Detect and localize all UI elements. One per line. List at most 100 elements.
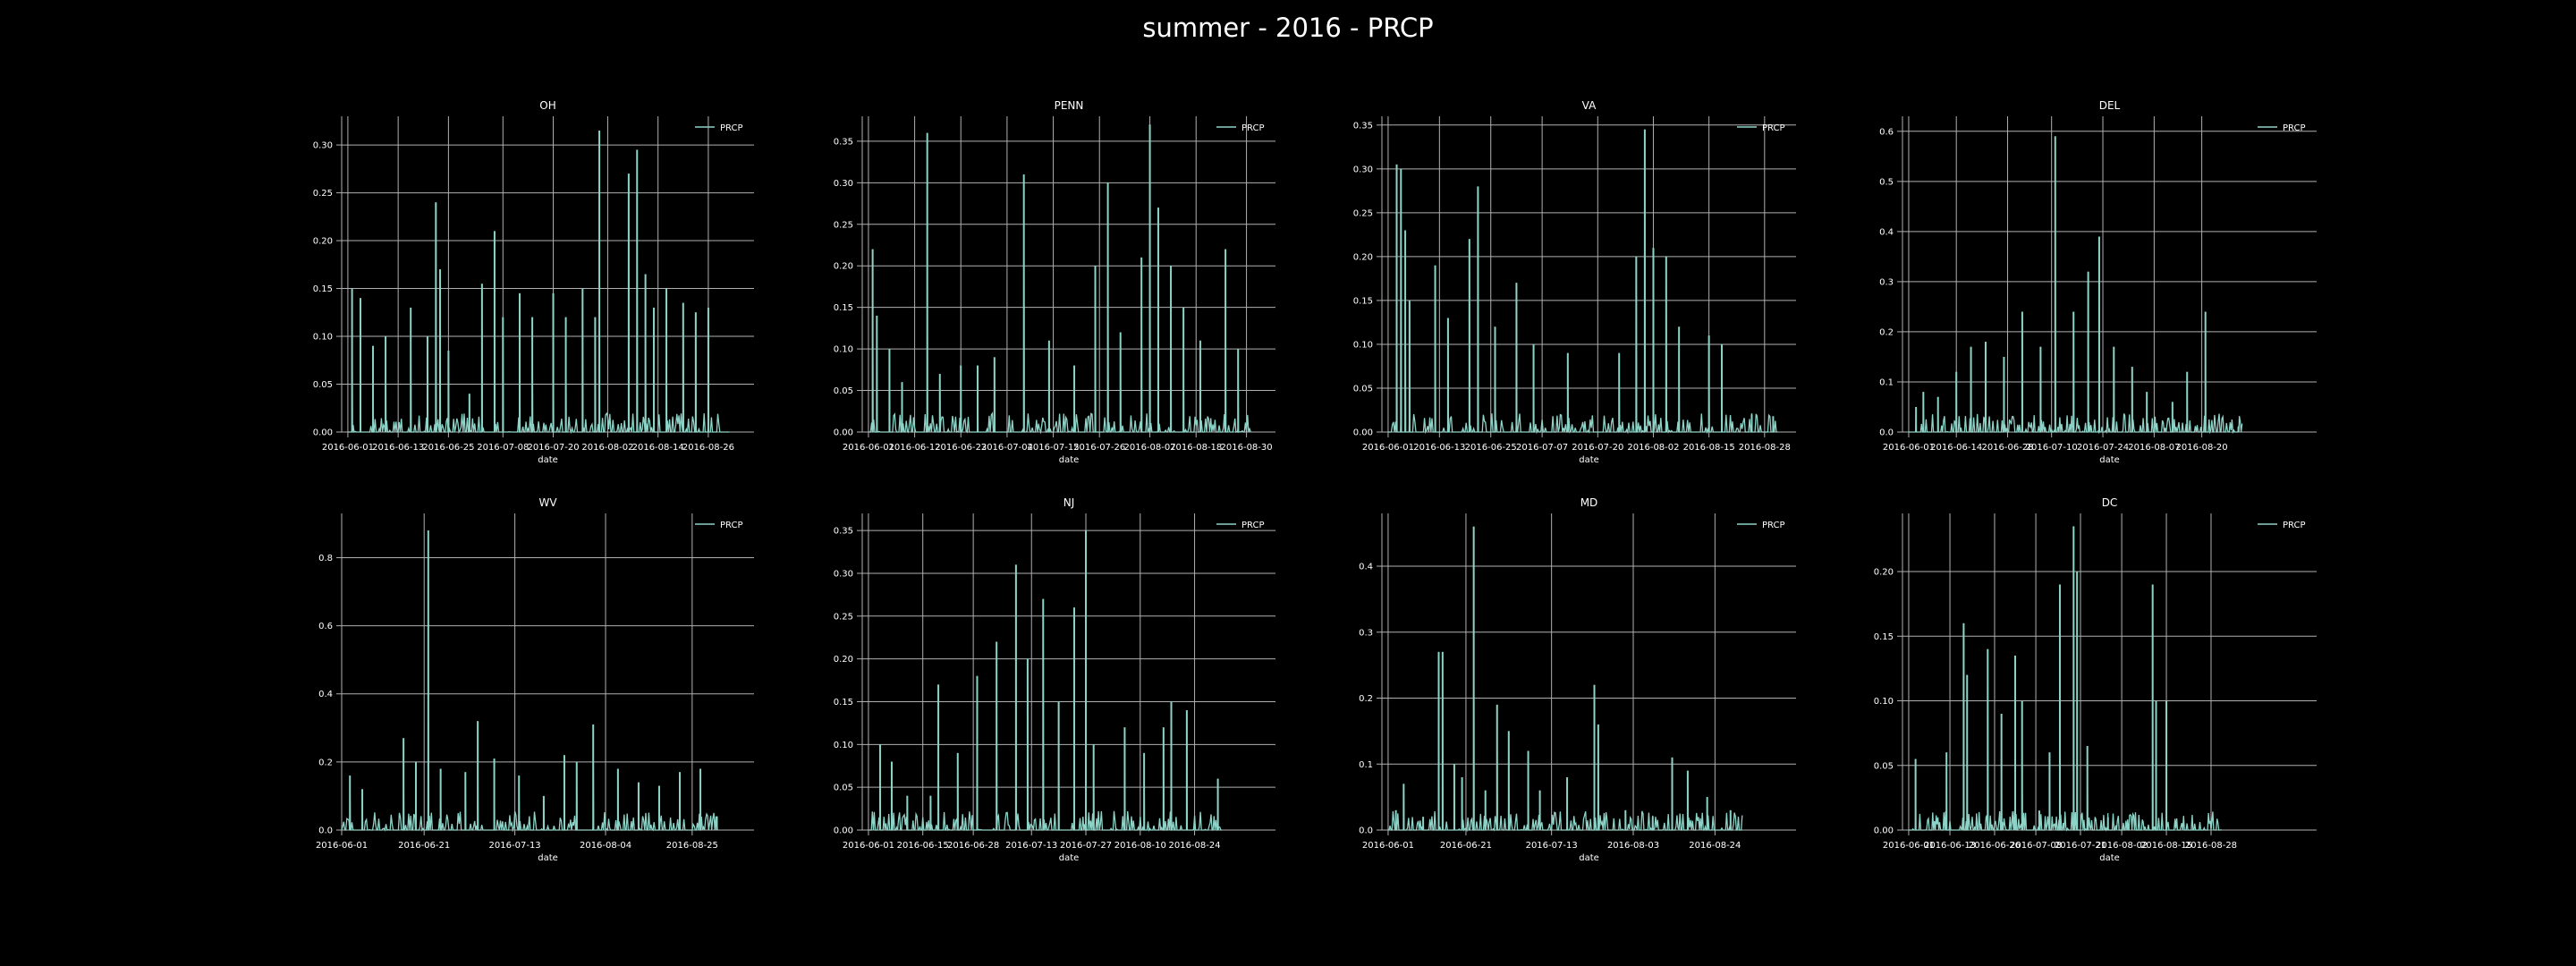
y-tick-label: 0.2: [1359, 694, 1373, 704]
x-axis-label: date: [538, 853, 558, 863]
x-tick-label: 2016-06-21: [1440, 841, 1492, 851]
x-tick-label: 2016-06-12: [889, 443, 941, 453]
x-tick-label: 2016-07-20: [527, 443, 579, 453]
x-tick-label: 2016-08-10: [1114, 841, 1166, 851]
x-tick-label: 2016-08-18: [1170, 443, 1222, 453]
x-tick-label: 2016-08-15: [1683, 443, 1735, 453]
x-tick-label: 2016-07-26: [1073, 443, 1125, 453]
y-tick-label: 0.15: [1353, 296, 1373, 306]
y-tick-label: 0.05: [1353, 384, 1373, 394]
series-line-prcp: [1908, 136, 2243, 435]
x-tick-label: 2016-06-25: [1465, 443, 1517, 453]
x-tick-label: 2016-06-01: [843, 841, 894, 851]
y-tick-label: 0.30: [834, 179, 853, 189]
y-tick-label: 0.15: [313, 284, 333, 294]
y-tick-label: 0.6: [318, 622, 333, 631]
x-tick-label: 2016-07-08: [477, 443, 529, 453]
x-tick-label: 2016-07-13: [1526, 841, 1578, 851]
x-tick-label: 2016-07-13: [489, 841, 541, 851]
y-tick-label: 0.20: [834, 262, 853, 272]
y-tick-label: 0.1: [1879, 377, 1894, 387]
subplot-title: WV: [538, 496, 557, 509]
x-tick-label: 2016-08-14: [632, 443, 684, 453]
series-line-prcp: [1908, 526, 2222, 832]
y-tick-label: 0.25: [1353, 208, 1373, 218]
y-tick-label: 0.25: [313, 189, 333, 199]
x-axis-label: date: [2099, 455, 2120, 465]
subplot-title: MD: [1580, 496, 1598, 509]
x-tick-label: 2016-06-28: [1981, 443, 2033, 453]
x-tick-label: 2016-07-27: [1060, 841, 1112, 851]
x-tick-label: 2016-07-07: [1516, 443, 1568, 453]
y-tick-label: 0.05: [1874, 761, 1894, 771]
y-tick-label: 0.5: [1879, 177, 1894, 187]
y-tick-label: 0.2: [318, 758, 333, 767]
x-axis-label: date: [1059, 455, 1080, 465]
y-tick-label: 0.00: [834, 826, 853, 836]
x-axis-label: date: [1579, 455, 1599, 465]
y-tick-label: 0.10: [313, 333, 333, 343]
y-tick-label: 0.20: [834, 655, 853, 665]
y-tick-label: 0.00: [1874, 826, 1894, 836]
x-tick-label: 2016-08-04: [580, 841, 631, 851]
x-tick-label: 2016-06-01: [1362, 443, 1414, 453]
series-line-prcp: [868, 530, 1222, 833]
y-tick-label: 0.20: [313, 237, 333, 247]
x-tick-label: 2016-07-15: [1027, 443, 1079, 453]
y-tick-label: 0.15: [834, 698, 853, 708]
subplot-title: NJ: [1063, 496, 1075, 509]
x-tick-label: 2016-08-26: [682, 443, 734, 453]
legend-label: PRCP: [1762, 123, 1785, 133]
x-tick-label: 2016-08-28: [2185, 841, 2237, 851]
y-tick-label: 0.30: [313, 141, 333, 151]
y-tick-label: 0.10: [1874, 697, 1894, 707]
y-tick-label: 0.0: [1359, 826, 1373, 836]
series-line-prcp: [341, 530, 718, 833]
legend-label: PRCP: [1241, 123, 1265, 133]
y-tick-label: 0.00: [1353, 428, 1373, 438]
x-tick-label: 2016-08-25: [666, 841, 718, 851]
legend-label: PRCP: [2283, 521, 2306, 530]
subplot-title: VA: [1582, 99, 1597, 112]
x-tick-label: 2016-06-25: [422, 443, 474, 453]
y-tick-label: 0.30: [834, 569, 853, 579]
y-tick-label: 0.00: [834, 428, 853, 438]
legend-label: PRCP: [720, 521, 743, 530]
x-tick-label: 2016-06-14: [1930, 443, 1982, 453]
x-tick-label: 2016-07-13: [1005, 841, 1057, 851]
x-tick-label: 2016-06-15: [897, 841, 949, 851]
y-tick-label: 0.6: [1879, 127, 1894, 137]
legend-label: PRCP: [720, 123, 743, 133]
x-tick-label: 2016-06-13: [1413, 443, 1465, 453]
x-tick-label: 2016-08-24: [1168, 841, 1220, 851]
legend-label: PRCP: [2283, 123, 2306, 133]
x-tick-label: 2016-06-13: [372, 443, 424, 453]
x-tick-label: 2016-08-07: [2128, 443, 2180, 453]
x-tick-label: 2016-06-01: [1362, 841, 1414, 851]
x-axis-label: date: [538, 455, 558, 465]
x-tick-label: 2016-07-20: [1572, 443, 1623, 453]
y-tick-label: 0.3: [1359, 628, 1373, 638]
figure-title: summer - 2016 - PRCP: [1142, 13, 1434, 43]
y-tick-label: 0.8: [318, 554, 333, 564]
x-tick-label: 2016-06-01: [1883, 841, 1935, 851]
x-tick-label: 2016-06-01: [843, 443, 894, 453]
x-tick-label: 2016-08-24: [1689, 841, 1741, 851]
x-tick-label: 2016-07-08: [2010, 841, 2062, 851]
y-tick-label: 0.20: [1874, 568, 1894, 578]
y-tick-label: 0.25: [834, 612, 853, 622]
x-tick-label: 2016-08-02: [581, 443, 633, 453]
x-axis-label: date: [1059, 853, 1080, 863]
subplot-title: OH: [539, 99, 555, 112]
x-tick-label: 2016-08-15: [2140, 841, 2192, 851]
series-line-prcp: [347, 130, 730, 435]
subplot-title: PENN: [1055, 99, 1084, 112]
subplot-title: DEL: [2099, 99, 2121, 112]
x-tick-label: 2016-07-21: [2055, 841, 2106, 851]
y-tick-label: 0.05: [313, 380, 333, 390]
series-line-prcp: [1387, 526, 1743, 833]
y-tick-label: 0.05: [834, 386, 853, 396]
y-tick-label: 0.25: [834, 220, 853, 230]
x-tick-label: 2016-08-02: [1627, 443, 1679, 453]
series-line-prcp: [868, 124, 1251, 435]
